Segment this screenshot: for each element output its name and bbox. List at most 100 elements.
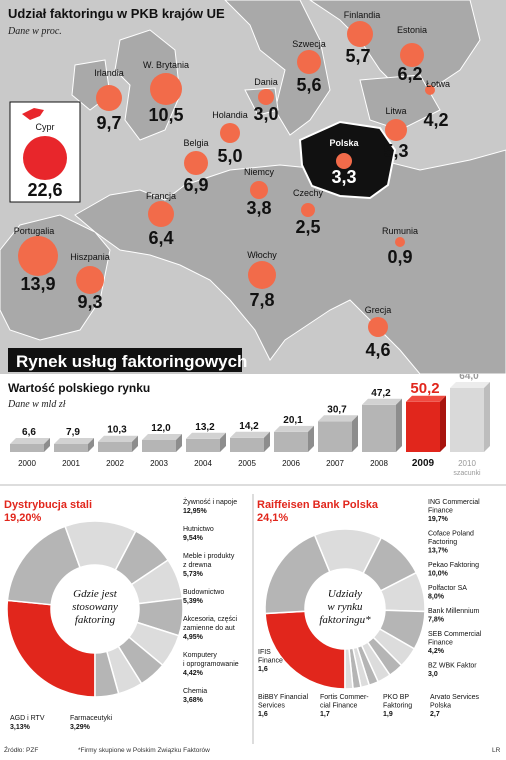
bubble-grecja xyxy=(368,317,388,337)
pie-right-right-label-value: 7,8% xyxy=(428,617,445,624)
pie-left-right-label-value: 9,54% xyxy=(183,535,204,542)
bar-2000-side xyxy=(44,438,50,452)
bubble-irlandia xyxy=(96,85,122,111)
pie-right-right-label: Polfactor SA xyxy=(428,585,467,592)
tick-2007: 2007 xyxy=(326,459,344,468)
bubble-rumunia xyxy=(395,237,405,247)
bar-2005-top xyxy=(230,431,270,438)
pie-right-right-label: BZ WBK Faktor xyxy=(428,663,477,670)
label-rumunia: Rumunia xyxy=(382,226,418,236)
bar-label-2000: 6,6 xyxy=(22,427,36,438)
pie-right-right-label-value: 4,2% xyxy=(428,648,445,655)
pie-right-right-label: Finance xyxy=(428,640,453,647)
pie-right-right-label-value: 8,0% xyxy=(428,594,445,601)
pie-left-right-label-value: 5,73% xyxy=(183,571,204,578)
tick-2004: 2004 xyxy=(194,459,212,468)
pie-left-right-label-value: 4,95% xyxy=(183,634,204,641)
value-irlandia: 9,7 xyxy=(96,113,121,133)
footer-credit: LR xyxy=(492,747,501,754)
pie-left-right-label: Meble i produkty xyxy=(183,553,235,560)
forecast-note: szacunki xyxy=(453,470,481,477)
value-niemcy: 3,8 xyxy=(246,198,271,218)
label-irlandia: Irlandia xyxy=(94,68,124,78)
tick-2005: 2005 xyxy=(238,459,256,468)
pie-right-center-line: faktoringu* xyxy=(319,614,371,626)
map-title: Udział faktoringu w PKB krajów UE xyxy=(8,6,225,21)
land-shape xyxy=(74,149,506,374)
bubble-dania xyxy=(258,89,274,105)
bubble-niemcy xyxy=(250,181,268,199)
tick-2009: 2009 xyxy=(412,458,435,469)
pie-right-title: Raiffeisen Bank Polska xyxy=(257,499,379,511)
bubble-lotwa xyxy=(425,85,435,95)
bar-2010-side xyxy=(484,382,490,452)
pie-right-center-line: Udziały xyxy=(328,588,362,600)
pie-right-bottom-label: Faktoring xyxy=(383,703,412,710)
value-szwecja: 5,6 xyxy=(296,75,321,95)
pie-left-right-label: Budownictwo xyxy=(183,589,224,596)
pie-right-center-line: w rynku xyxy=(327,601,363,613)
bar-2003-top xyxy=(142,434,182,440)
value-cypr: 22,6 xyxy=(27,180,62,200)
pie-right-bottom-label: Fortis Commer- xyxy=(320,694,369,701)
pie-left-bottom-label: AGD i RTV xyxy=(10,715,45,722)
land-shape xyxy=(224,0,331,136)
bar-2000 xyxy=(10,444,44,452)
pie-left-bottom-value: 3,29% xyxy=(70,724,91,731)
label-grecja: Grecja xyxy=(365,305,392,315)
label-finlandia: Finlandia xyxy=(344,10,381,20)
pie-right-right-label: Factoring xyxy=(428,539,457,546)
value-rumunia: 0,9 xyxy=(387,247,412,267)
bar-2007-top xyxy=(318,415,358,422)
value-polska: 3,3 xyxy=(331,167,356,187)
pie-left-right-label-value: 12,95% xyxy=(183,508,208,515)
pie-right-bottom-label: Polska xyxy=(430,703,451,710)
bubble-szwecja xyxy=(297,50,321,74)
pie-left-title: Dystrybucja stali xyxy=(4,499,92,511)
bar-2008-side xyxy=(396,398,402,452)
pie-right-bottom-label: Arvato Services xyxy=(430,694,480,701)
bar-2002-side xyxy=(132,435,138,452)
pie-left-right-label: Akcesoria, części xyxy=(183,616,238,623)
bubble-w-brytania xyxy=(150,73,182,105)
footer-note: *Firmy skupione w Polskim Związku Faktor… xyxy=(78,747,210,754)
pie-left-right-label-value: 5,39% xyxy=(183,598,204,605)
bar-2009-top xyxy=(406,395,446,402)
bubble-portugalia xyxy=(18,236,58,276)
bar-title: Wartość polskiego rynku xyxy=(8,381,150,395)
pie-left-right-label: Komputery xyxy=(183,652,217,659)
tick-2008: 2008 xyxy=(370,459,388,468)
label-w-brytania: W. Brytania xyxy=(143,60,189,70)
cyprus-shape xyxy=(22,108,44,120)
value-francja: 6,4 xyxy=(148,228,173,248)
value-litwa: 5,3 xyxy=(383,141,408,161)
bar-2003-side xyxy=(176,434,182,452)
label-litwa: Litwa xyxy=(385,106,406,116)
pie-left-right-label: i oprogramowanie xyxy=(183,661,239,668)
pie-left-center xyxy=(51,565,139,653)
bar-2007-side xyxy=(352,415,358,452)
pie-left-right-label: z drewna xyxy=(183,562,212,569)
pie-right-right-label-value: 19,7% xyxy=(428,516,449,523)
bar-2005-side xyxy=(264,431,270,452)
bar-2004 xyxy=(186,438,220,452)
bar-2003 xyxy=(142,440,176,452)
bar-label-2004: 13,2 xyxy=(195,422,215,433)
footer-source: Źródło: PZF xyxy=(4,745,38,754)
value-wlochy: 7,8 xyxy=(249,290,274,310)
label-polska: Polska xyxy=(329,138,359,148)
pie-right-title-value: 24,1% xyxy=(257,512,288,524)
bar-label-2003: 12,0 xyxy=(151,423,171,434)
bar-2001 xyxy=(54,444,88,452)
land-shape xyxy=(114,29,181,141)
pie-right-bottom-value: 1,7 xyxy=(320,711,330,718)
pie-right-right-label: ING Commercial xyxy=(428,499,480,506)
bar-2001-top xyxy=(54,438,94,444)
bar-2002 xyxy=(98,441,132,452)
pie-right-right-label-value: 10,0% xyxy=(428,571,449,578)
value-estonia: 6,2 xyxy=(397,64,422,84)
label-wlochy: Włochy xyxy=(247,250,277,260)
tick-2010: 2010 xyxy=(458,459,476,468)
bar-label-2010: 64,0 xyxy=(459,374,479,382)
bubble-hiszpania xyxy=(76,266,104,294)
